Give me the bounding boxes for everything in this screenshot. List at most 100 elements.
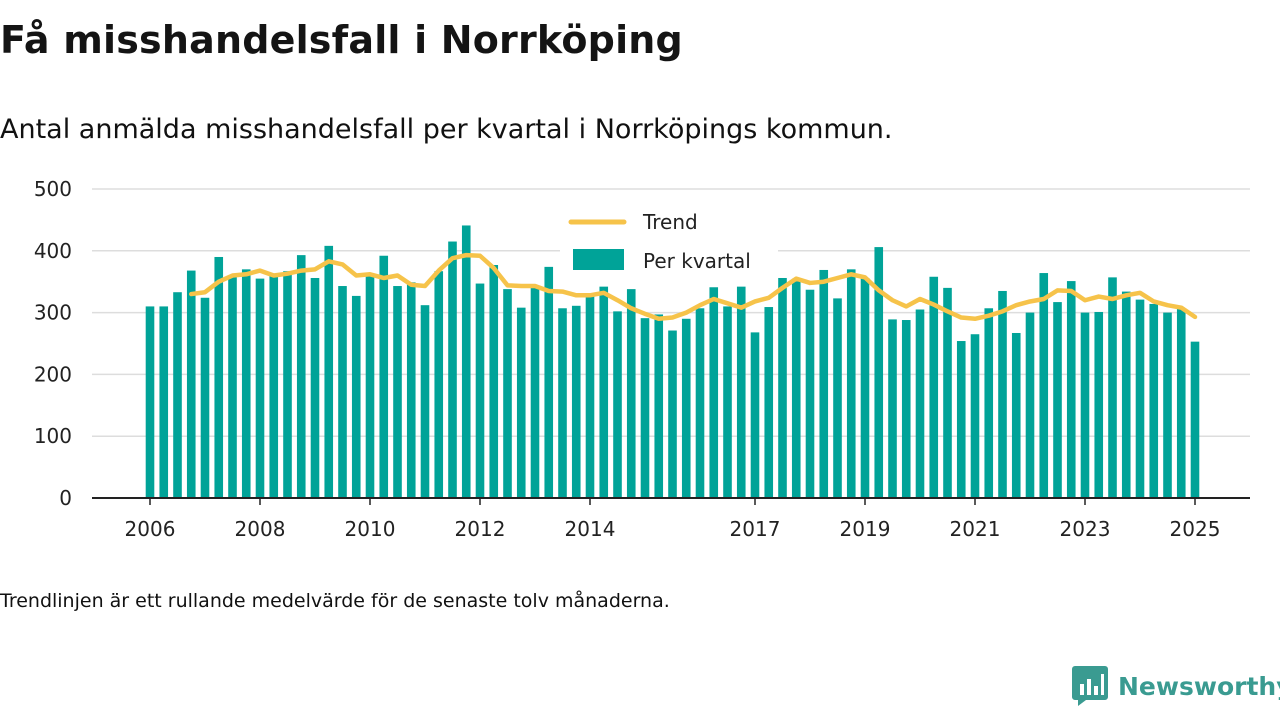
bar [544, 266, 554, 498]
bar [173, 292, 182, 498]
bar [984, 308, 994, 498]
bar [1149, 303, 1159, 498]
trend-line [189, 252, 1198, 322]
bar [599, 286, 609, 498]
y-tick-label: 100 [34, 424, 72, 448]
bar [338, 286, 347, 498]
bar [228, 275, 237, 498]
bar [448, 241, 457, 498]
brand-logo: Newsworthy [1072, 664, 1280, 708]
bar [970, 334, 980, 498]
x-tick-label: 2008 [235, 517, 286, 541]
x-tick-label: 2017 [730, 517, 781, 541]
x-axis: 2006 2008 2010 2012 2014 2017 2019 2021 2023 2025 [92, 497, 1250, 541]
bar [888, 319, 897, 498]
bar [901, 320, 911, 498]
bar [558, 308, 567, 498]
y-tick-label: 400 [34, 239, 72, 263]
x-tick-label: 2006 [125, 517, 176, 541]
bar [805, 289, 815, 498]
legend: Trend Per kvartal [560, 205, 778, 285]
bar [640, 318, 650, 498]
x-tick-label: 2019 [840, 517, 891, 541]
bar [434, 271, 444, 498]
bar [874, 247, 884, 498]
brand-name: Newsworthy [1118, 671, 1280, 701]
bar [929, 276, 939, 498]
bar [1108, 277, 1117, 498]
bar [296, 255, 306, 498]
bar [1011, 332, 1021, 498]
bar [736, 286, 746, 498]
bar [1121, 291, 1131, 498]
bar [998, 290, 1007, 498]
bar [860, 277, 870, 498]
bar [846, 269, 856, 498]
legend-bar-swatch [573, 249, 624, 270]
legend-label-per-kvartal: Per kvartal [643, 249, 751, 273]
bar [461, 225, 471, 498]
bar [530, 287, 540, 498]
bar [516, 307, 526, 498]
bar [1163, 312, 1172, 498]
x-tick-label: 2023 [1060, 517, 1111, 541]
trend-series [189, 252, 1198, 322]
bar [1053, 302, 1062, 498]
bar [475, 283, 485, 498]
bar [200, 297, 210, 498]
bar [613, 311, 622, 498]
bars [145, 225, 1200, 498]
x-tick-label: 2010 [345, 517, 396, 541]
bar [406, 282, 416, 498]
bar [324, 245, 334, 498]
bar [283, 271, 292, 498]
bar [819, 269, 829, 498]
bar [269, 275, 279, 498]
bar [956, 341, 966, 498]
bar [915, 309, 925, 498]
bar [365, 274, 375, 498]
x-tick-label: 2025 [1170, 517, 1221, 541]
x-tick-label: 2012 [455, 517, 506, 541]
bar [654, 314, 664, 498]
bar [681, 318, 691, 498]
x-tick-label: 2021 [950, 517, 1001, 541]
bar [668, 330, 677, 498]
bar [310, 277, 320, 498]
bar [503, 289, 512, 498]
newsworthy-logo-icon [1072, 666, 1108, 706]
bar [585, 294, 595, 498]
bar [709, 287, 719, 498]
legend-background [560, 205, 778, 285]
bar [791, 278, 801, 498]
bar [750, 332, 760, 498]
bar [1039, 273, 1049, 498]
bar [1080, 312, 1090, 498]
y-tick-label: 300 [34, 301, 72, 325]
bar [145, 306, 155, 498]
bar [159, 306, 169, 498]
bar [351, 295, 361, 498]
bar [1066, 281, 1076, 498]
bar [778, 277, 787, 498]
bar [695, 308, 705, 498]
bar [1025, 312, 1035, 498]
bar [489, 265, 499, 498]
bar [1190, 341, 1200, 498]
y-axis-tick-labels: 0 100 200 300 400 500 [34, 177, 72, 510]
bar [420, 305, 430, 498]
chart-subtitle: Antal anmälda misshandelsfall per kvarta… [0, 114, 893, 145]
y-tick-label: 200 [34, 362, 72, 386]
chart-footnote: Trendlinjen är ett rullande medelvärde f… [0, 590, 670, 612]
bar [764, 307, 774, 498]
bar [1135, 299, 1145, 498]
chart-title: Få misshandelsfall i Norrköping [0, 18, 683, 62]
bar [241, 269, 251, 498]
bar [1176, 308, 1186, 498]
bar [943, 287, 952, 498]
chart: 0 100 200 300 400 500 2006 2008 2010 2012 2014 201… [34, 177, 1250, 541]
y-tick-label: 0 [59, 486, 72, 510]
bar [379, 255, 389, 498]
bar [833, 298, 842, 498]
y-tick-label: 500 [34, 177, 72, 201]
